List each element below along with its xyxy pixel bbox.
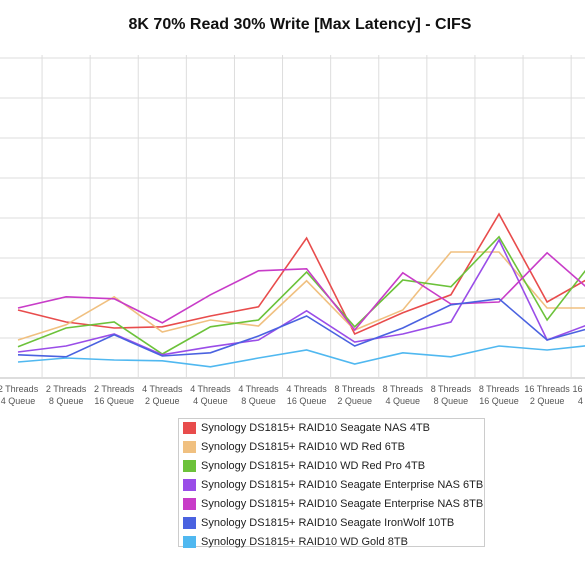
x-tick-label: 2 Queue xyxy=(145,396,180,406)
x-tick-label: 8 Threads xyxy=(335,384,376,394)
x-tick-label: 2 Threads xyxy=(46,384,87,394)
x-tick-label: 8 Threads xyxy=(383,384,424,394)
legend-swatch xyxy=(183,479,196,491)
legend-label: Synology DS1815+ RAID10 WD Red Pro 4TB xyxy=(201,460,425,472)
series-line xyxy=(17,251,585,332)
x-tick-label: 2 Queue xyxy=(530,396,565,406)
series-line xyxy=(17,345,585,368)
x-tick-label: 8 Queue xyxy=(434,396,469,406)
x-tick-label: 2 Queue xyxy=(337,396,372,406)
legend-swatch xyxy=(183,517,196,529)
x-tick-label: 16 Queue xyxy=(287,396,327,406)
series-line xyxy=(17,212,585,336)
x-tick-label: 8 Threads xyxy=(479,384,520,394)
x-tick-label: 4 Threads xyxy=(142,384,183,394)
legend-swatch xyxy=(183,536,196,548)
legend-label: Synology DS1815+ RAID10 WD Gold 8TB xyxy=(201,536,408,548)
legend-label: Synology DS1815+ RAID10 Seagate Enterpri… xyxy=(201,498,483,510)
legend-swatch xyxy=(183,460,196,472)
legend-swatch xyxy=(183,422,196,434)
x-tick-label: 4 Queue xyxy=(578,396,585,406)
x-tick-label: 8 Queue xyxy=(49,396,84,406)
x-tick-label: 16 Threads xyxy=(573,384,585,394)
x-tick-label: 4 Threads xyxy=(190,384,231,394)
legend-swatch xyxy=(183,498,196,510)
legend-swatch xyxy=(183,441,196,453)
x-tick-label: 4 Queue xyxy=(386,396,421,406)
legend-label: Synology DS1815+ RAID10 WD Red 6TB xyxy=(201,441,405,453)
x-tick-label: 4 Threads xyxy=(238,384,279,394)
legend-label: Synology DS1815+ RAID10 Seagate Enterpri… xyxy=(201,479,483,491)
series-line xyxy=(17,251,585,341)
x-tick-label: 8 Threads xyxy=(431,384,472,394)
legend-label: Synology DS1815+ RAID10 Seagate IronWolf… xyxy=(201,517,454,529)
series-line xyxy=(17,235,585,355)
legend-label: Synology DS1815+ RAID10 Seagate NAS 4TB xyxy=(201,422,430,434)
x-tick-label: 8 Queue xyxy=(241,396,276,406)
x-tick-label: 4 Threads xyxy=(286,384,327,394)
x-tick-label: 4 Queue xyxy=(193,396,228,406)
chart-title: 8K 70% Read 30% Write [Max Latency] - CI… xyxy=(129,16,472,33)
x-tick-label: 2 Threads xyxy=(94,384,135,394)
x-tick-label: 16 Queue xyxy=(479,396,519,406)
x-tick-label: 16 Threads xyxy=(524,384,570,394)
x-tick-label: 4 Queue xyxy=(1,396,36,406)
x-tick-label: 16 Queue xyxy=(94,396,134,406)
legend-box xyxy=(178,418,485,547)
x-tick-label: 2 Threads xyxy=(0,384,39,394)
series-line xyxy=(17,297,585,358)
